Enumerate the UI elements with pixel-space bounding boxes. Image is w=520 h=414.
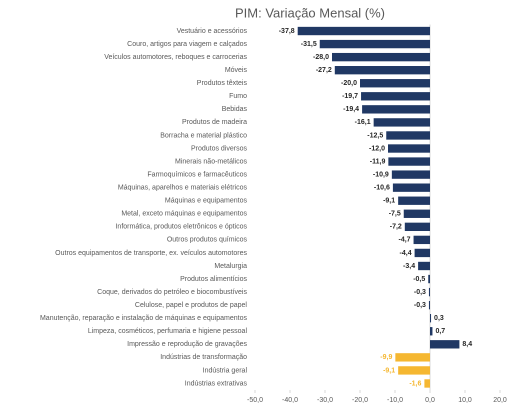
value-label: -28,0 — [313, 54, 329, 61]
value-label: -27,2 — [316, 67, 332, 74]
bar — [395, 353, 430, 362]
value-label: -10,6 — [374, 185, 390, 192]
y-tick-label: Máquinas, aparelhos e materiais elétrico… — [118, 185, 248, 192]
y-tick-label: Móveis — [225, 67, 248, 74]
value-label: -0,3 — [414, 289, 426, 296]
x-tick-label: -10,0 — [387, 397, 403, 404]
value-label: -12,5 — [367, 132, 383, 139]
y-tick-label: Indústrias de transformação — [160, 354, 247, 361]
y-tick-label: Máquinas e equipamentos — [165, 198, 248, 205]
value-label: -0,3 — [414, 302, 426, 309]
value-label: -9,1 — [383, 198, 395, 205]
value-label: -10,9 — [373, 171, 389, 178]
value-label: -1,6 — [409, 380, 421, 387]
bar — [388, 157, 430, 166]
y-tick-label: Limpeza, cosméticos, perfumaria e higien… — [88, 328, 248, 335]
bar — [428, 274, 430, 284]
value-label: -37,8 — [279, 28, 295, 35]
x-tick-label: -40,0 — [282, 397, 298, 404]
y-tick-label: Fumo — [229, 93, 247, 100]
value-label: -31,5 — [301, 41, 317, 48]
value-label: -4,7 — [398, 237, 410, 244]
bar — [430, 327, 433, 336]
y-tick-label: Borracha e material plástico — [160, 132, 247, 139]
bar — [428, 287, 430, 297]
bar — [361, 92, 430, 101]
bar — [398, 366, 430, 375]
value-label: -9,1 — [383, 367, 395, 374]
y-tick-label: Farmoquímicos e farmacêuticos — [147, 171, 247, 178]
bar — [373, 118, 430, 127]
x-tick-label: 0,0 — [425, 397, 435, 404]
bar — [297, 26, 430, 36]
bar — [392, 183, 430, 192]
value-label: -19,7 — [342, 93, 358, 100]
y-tick-label: Veículos automotores, reboques e carroce… — [104, 54, 247, 61]
value-label: 8,4 — [462, 341, 472, 348]
bar — [386, 131, 430, 140]
y-tick-label: Outros equipamentos de transporte, ex. v… — [55, 250, 247, 257]
value-label: -11,9 — [370, 158, 386, 165]
y-tick-label: Vestuário e acessórios — [177, 28, 248, 35]
y-tick-label: Metal, exceto máquinas e equipamentos — [121, 211, 247, 218]
value-label: -0,5 — [413, 276, 425, 283]
x-tick-label: 20,0 — [493, 397, 507, 404]
value-label: -3,4 — [403, 263, 415, 270]
bar — [414, 248, 430, 258]
y-tick-label: Minerais não-metálicos — [175, 158, 247, 165]
value-label: -16,1 — [355, 119, 371, 126]
y-tick-label: Couro, artigos para viagem e calçados — [127, 41, 247, 48]
y-tick-label: Manutenção, reparação e instalação de má… — [40, 315, 248, 322]
bar — [403, 209, 430, 218]
y-tick-label: Indústrias extrativas — [185, 380, 248, 387]
bar — [334, 66, 430, 75]
bar — [418, 261, 430, 271]
value-label: -20,0 — [341, 80, 357, 87]
value-label: -12,0 — [369, 145, 385, 152]
bar — [398, 196, 430, 205]
value-label: 0,7 — [435, 328, 445, 335]
y-tick-label: Metalurgia — [214, 263, 247, 270]
x-tick-label: 10,0 — [458, 397, 472, 404]
bar — [430, 314, 432, 323]
value-label: -7,2 — [390, 224, 402, 231]
y-tick-label: Celulose, papel e produtos de papel — [135, 302, 248, 309]
value-label: 0,3 — [434, 315, 444, 322]
value-label: -4,4 — [400, 250, 412, 257]
bar — [319, 39, 430, 49]
y-tick-label: Produtos diversos — [191, 145, 248, 152]
y-tick-label: Outros produtos químicos — [167, 237, 248, 244]
bar — [413, 235, 430, 245]
bar — [430, 340, 460, 349]
y-tick-label: Produtos alimentícios — [180, 276, 247, 283]
value-label: -7,5 — [389, 211, 401, 218]
bar — [428, 300, 430, 310]
chart-title: PIM: Variação Mensal (%) — [235, 5, 385, 20]
bar — [391, 170, 430, 179]
bar — [360, 79, 430, 88]
x-tick-label: -50,0 — [247, 397, 263, 404]
x-tick-label: -30,0 — [317, 397, 333, 404]
bar — [362, 105, 430, 114]
y-tick-label: Produtos têxteis — [197, 80, 248, 87]
value-label: -9,9 — [380, 354, 392, 361]
value-label: -19,4 — [343, 106, 359, 113]
bar — [404, 222, 430, 232]
y-tick-label: Impressão e reprodução de gravações — [127, 341, 247, 348]
y-tick-label: Coque, derivados do petróleo e biocombus… — [97, 289, 247, 296]
y-tick-label: Bebidas — [222, 106, 248, 113]
bar — [424, 379, 430, 388]
y-tick-label: Indústria geral — [203, 367, 248, 374]
y-tick-label: Produtos de madeira — [182, 119, 247, 126]
bar — [332, 52, 430, 62]
y-tick-label: Informática, produtos eletrônicos e ópti… — [115, 224, 247, 231]
bar — [388, 144, 430, 153]
x-tick-label: -20,0 — [352, 397, 368, 404]
